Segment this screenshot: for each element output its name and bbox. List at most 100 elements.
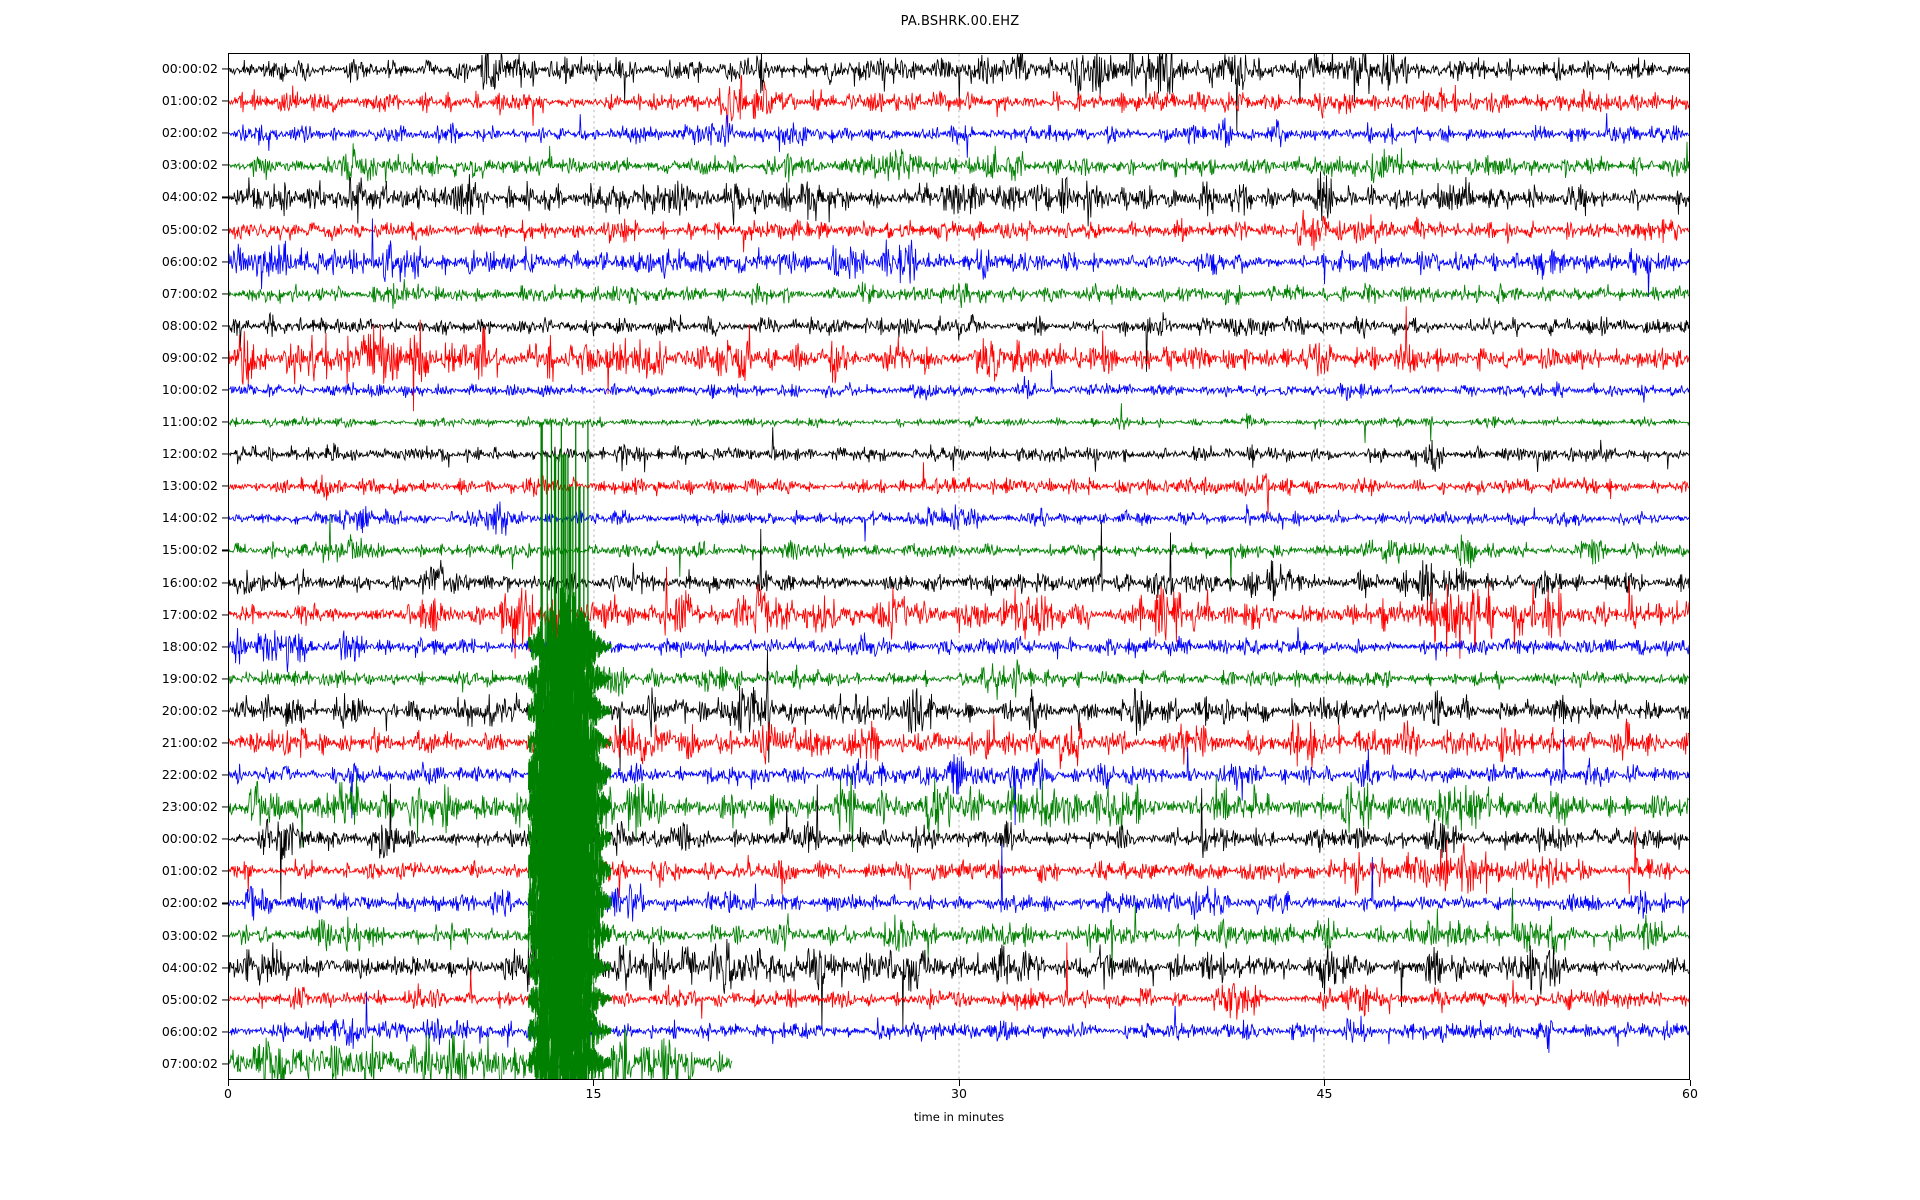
y-tick-mark	[222, 806, 229, 808]
trace-line	[229, 649, 1689, 772]
y-tick-mark	[222, 517, 229, 519]
trace-line	[229, 306, 1689, 412]
y-tick-label: 14:00:02	[161, 510, 218, 526]
y-tick-label: 06:00:02	[161, 1023, 218, 1039]
x-tick-label: 60	[1682, 1086, 1698, 1101]
x-tick-label: 30	[951, 1086, 967, 1101]
x-tick-mark	[1324, 1080, 1326, 1086]
trace-line	[229, 141, 1689, 184]
x-tick-label: 0	[224, 1086, 232, 1101]
x-tick-mark	[593, 1080, 595, 1086]
trace-line	[229, 501, 1689, 542]
x-tick-mark	[1689, 1080, 1691, 1086]
x-tick-label: 45	[1316, 1086, 1333, 1101]
plot-axes	[228, 53, 1690, 1080]
trace-line	[229, 171, 1689, 227]
x-tick-mark	[958, 1080, 960, 1086]
y-tick-mark	[222, 421, 229, 423]
y-tick-label: 09:00:02	[161, 349, 218, 365]
y-tick-label: 05:00:02	[161, 991, 218, 1007]
y-tick-label: 01:00:02	[161, 863, 218, 879]
y-tick-mark	[222, 902, 229, 905]
y-tick-label: 05:00:02	[161, 221, 218, 237]
y-tick-label: 07:00:02	[161, 285, 218, 301]
y-tick-label: 17:00:02	[161, 606, 218, 622]
y-tick-label: 04:00:02	[161, 959, 218, 975]
y-tick-mark	[222, 485, 229, 487]
y-tick-mark	[222, 164, 229, 166]
y-tick-mark	[222, 774, 229, 776]
y-tick-mark	[222, 678, 229, 680]
trace-line	[229, 942, 1689, 1020]
trace-line	[229, 566, 1689, 659]
trace-line	[229, 462, 1689, 515]
trace-line	[229, 715, 1689, 770]
y-tick-label: 21:00:02	[161, 734, 218, 750]
mega-event-green	[527, 422, 612, 1079]
trace-line	[229, 659, 1689, 700]
y-tick-mark	[222, 549, 229, 551]
y-tick-mark	[222, 68, 229, 70]
trace-line	[229, 844, 1689, 923]
trace-line	[229, 427, 1689, 473]
page-title: PA.BSHRK.00.EHZ	[900, 14, 1020, 29]
trace-line	[229, 218, 1689, 298]
trace-line	[229, 887, 1689, 972]
y-tick-label: 00:00:02	[161, 831, 218, 847]
y-tick-mark	[222, 742, 229, 744]
trace-line	[229, 826, 1689, 906]
y-tick-label: 03:00:02	[161, 927, 218, 943]
trace-line	[229, 1027, 733, 1079]
trace-line	[229, 774, 1689, 852]
y-tick-mark	[222, 646, 229, 648]
y-axis-tick-labels: 00:00:02 01:00:02 02:00:02 03:00:02 04:00:02…	[0, 53, 218, 1080]
y-tick-label: 02:00:02	[161, 124, 218, 140]
y-tick-mark	[222, 389, 229, 391]
y-tick-mark	[222, 870, 229, 872]
x-tick-label: 15	[585, 1086, 602, 1101]
y-tick-mark	[222, 710, 229, 712]
y-tick-mark	[222, 999, 229, 1001]
trace-line	[229, 627, 1689, 673]
trace-line	[229, 729, 1689, 826]
y-tick-label: 07:00:02	[161, 1055, 218, 1071]
y-tick-label: 04:00:02	[161, 189, 218, 205]
y-tick-mark	[222, 1063, 229, 1065]
y-tick-label: 02:00:02	[161, 895, 218, 911]
y-tick-label: 20:00:02	[161, 702, 218, 718]
y-tick-mark	[222, 357, 229, 359]
seismogram-traces	[229, 54, 1689, 1079]
x-tick-mark	[227, 1080, 229, 1086]
x-axis-label: time in minutes	[913, 1110, 1005, 1124]
trace-line	[229, 279, 1689, 309]
y-tick-label: 00:00:02	[161, 60, 218, 76]
y-tick-label: 10:00:02	[161, 381, 218, 397]
trace-line	[229, 113, 1689, 158]
y-tick-label: 12:00:02	[161, 445, 218, 461]
trace-line	[229, 521, 1689, 605]
y-tick-mark	[222, 967, 229, 969]
y-tick-label: 22:00:02	[161, 766, 218, 782]
y-tick-mark	[222, 935, 229, 937]
trace-line	[229, 991, 1689, 1053]
y-tick-mark	[222, 614, 229, 616]
trace-line	[229, 75, 1689, 128]
y-tick-mark	[222, 582, 229, 584]
y-tick-mark	[222, 325, 229, 327]
y-tick-label: 18:00:02	[161, 638, 218, 654]
y-tick-label: 23:00:02	[161, 798, 218, 814]
y-tick-label: 08:00:02	[161, 317, 218, 333]
y-tick-mark	[222, 132, 229, 134]
y-tick-label: 06:00:02	[161, 253, 218, 269]
trace-line	[229, 783, 1689, 900]
y-tick-mark	[222, 838, 229, 840]
y-tick-label: 01:00:02	[161, 92, 218, 108]
trace-line	[229, 938, 1689, 1028]
y-tick-mark	[222, 293, 229, 295]
y-tick-label: 16:00:02	[161, 574, 218, 590]
y-tick-mark	[222, 100, 229, 102]
trace-line	[229, 54, 1689, 131]
y-tick-mark	[222, 1031, 229, 1033]
trace-line	[229, 403, 1689, 443]
